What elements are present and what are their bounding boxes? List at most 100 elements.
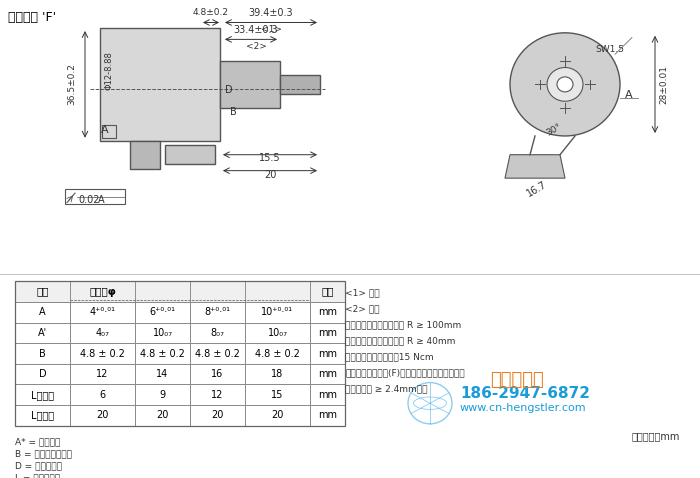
Text: D: D [225, 85, 232, 95]
Text: 4.8±0.2: 4.8±0.2 [193, 8, 229, 17]
Text: 使用圆柱销 ≥ 2.4mm的孔: 使用圆柱销 ≥ 2.4mm的孔 [345, 384, 428, 393]
Bar [70, 302, 135, 323]
Text: 20: 20 [156, 411, 169, 420]
Bar [70, 384, 135, 405]
Text: <2>: <2> [246, 42, 267, 51]
Bar [135, 323, 190, 343]
Text: 6: 6 [99, 390, 106, 400]
Bar [70, 364, 135, 384]
Bar [310, 405, 345, 426]
Bar [15, 343, 70, 364]
Text: 10₀₇: 10₀₇ [267, 328, 288, 338]
Text: 18: 18 [272, 369, 284, 379]
Bar [190, 302, 245, 323]
Bar [245, 405, 310, 426]
Text: 0.02: 0.02 [78, 195, 99, 205]
Polygon shape [165, 145, 215, 164]
Text: A: A [98, 195, 104, 205]
Polygon shape [505, 155, 565, 178]
Polygon shape [100, 28, 220, 141]
Text: 4⁺⁰·⁰¹: 4⁺⁰·⁰¹ [90, 307, 116, 317]
Text: 20: 20 [264, 170, 276, 180]
Text: 尺寸单位：mm: 尺寸单位：mm [631, 431, 680, 441]
Bar [70, 282, 135, 302]
Text: mm: mm [318, 390, 337, 400]
Text: 33.4±0.3: 33.4±0.3 [234, 25, 279, 35]
Bar [310, 384, 345, 405]
Bar [310, 282, 345, 302]
Text: mm: mm [318, 348, 337, 358]
Text: D = 夹紧环直径: D = 夹紧环直径 [15, 461, 62, 470]
Bar [135, 405, 190, 426]
Text: 空心轴φ: 空心轴φ [89, 287, 116, 297]
Bar [15, 364, 70, 384]
Text: <1> 轴向: <1> 轴向 [345, 289, 379, 298]
Bar [135, 282, 190, 302]
Bar [245, 323, 310, 343]
Text: 12: 12 [97, 369, 108, 379]
Text: 使用轴套带碟簧片(F)作为力矩支撑必须在机械侧: 使用轴套带碟簧片(F)作为力矩支撑必须在机械侧 [345, 369, 465, 378]
Text: 转矩支撑 'F': 转矩支撑 'F' [8, 11, 56, 24]
Text: www.cn-hengstler.com: www.cn-hengstler.com [460, 403, 587, 413]
Text: 16: 16 [211, 369, 223, 379]
Text: mm: mm [318, 369, 337, 379]
Text: 20: 20 [97, 411, 108, 420]
Text: L = 连接轴长度: L = 连接轴长度 [15, 474, 60, 478]
Text: 弹性安装，电缆弯曲半径 R ≥ 100mm: 弹性安装，电缆弯曲半径 R ≥ 100mm [345, 321, 461, 330]
Text: 4.8 ± 0.2: 4.8 ± 0.2 [255, 348, 300, 358]
Bar [310, 323, 345, 343]
Polygon shape [220, 61, 280, 108]
Bar [190, 364, 245, 384]
Bar [190, 282, 245, 302]
Text: 西安德伍拓: 西安德伍拓 [490, 371, 544, 389]
Text: A': A' [38, 328, 47, 338]
Circle shape [547, 67, 583, 101]
Text: B = 外壳和轴的间距: B = 外壳和轴的间距 [15, 449, 72, 458]
Bar [245, 364, 310, 384]
Polygon shape [280, 75, 320, 94]
Bar [310, 364, 345, 384]
Text: 固性安装，电缆弯曲半径 R ≥ 40mm: 固性安装，电缆弯曲半径 R ≥ 40mm [345, 337, 456, 346]
Bar [190, 343, 245, 364]
Text: <1>: <1> [260, 25, 281, 34]
Bar [190, 323, 245, 343]
Text: mm: mm [318, 307, 337, 317]
Text: 定位螺钉的夹紧力矩：15 Ncm: 定位螺钉的夹紧力矩：15 Ncm [345, 353, 433, 361]
Text: 20: 20 [211, 411, 224, 420]
Bar [135, 364, 190, 384]
Text: 186-2947-6872: 186-2947-6872 [460, 386, 590, 402]
Text: mm: mm [318, 411, 337, 420]
Text: 28±0.01: 28±0.01 [659, 65, 668, 104]
Bar [15, 302, 70, 323]
Bar [245, 343, 310, 364]
Text: L最小值: L最小值 [31, 390, 54, 400]
Text: 尺寸: 尺寸 [36, 287, 49, 297]
Bar [310, 343, 345, 364]
Text: 6⁺⁰·⁰¹: 6⁺⁰·⁰¹ [150, 307, 176, 317]
Text: L最大值: L最大值 [31, 411, 54, 420]
Text: 20: 20 [272, 411, 284, 420]
Circle shape [510, 33, 620, 136]
Text: 单位: 单位 [321, 287, 334, 297]
Polygon shape [130, 141, 160, 169]
Bar [70, 323, 135, 343]
Bar [135, 302, 190, 323]
Text: 39.4±0.3: 39.4±0.3 [248, 8, 293, 18]
Text: 9: 9 [160, 390, 166, 400]
Text: A* = 连接轴径: A* = 连接轴径 [15, 437, 60, 446]
Bar [70, 343, 135, 364]
Text: 4.8 ± 0.2: 4.8 ± 0.2 [195, 348, 240, 358]
Text: D: D [38, 369, 46, 379]
Text: 8⁺⁰·⁰¹: 8⁺⁰·⁰¹ [204, 307, 230, 317]
Bar [15, 384, 70, 405]
Text: Φ12-8.88: Φ12-8.88 [105, 51, 114, 90]
Bar [135, 384, 190, 405]
Text: mm: mm [318, 328, 337, 338]
Text: 4₀₇: 4₀₇ [96, 328, 109, 338]
Bar [190, 405, 245, 426]
Text: 16.7: 16.7 [525, 180, 549, 199]
Text: <2> 径向: <2> 径向 [345, 305, 379, 314]
Text: 15: 15 [272, 390, 284, 400]
Circle shape [557, 77, 573, 92]
Bar [310, 302, 345, 323]
